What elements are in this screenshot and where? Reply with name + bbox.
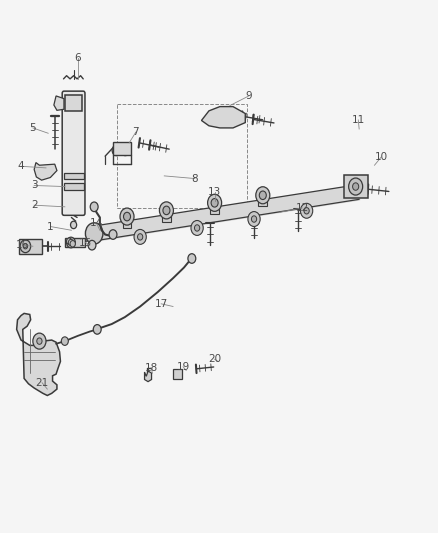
Circle shape — [138, 233, 143, 240]
Circle shape — [300, 203, 313, 218]
Text: 15: 15 — [79, 238, 92, 247]
Circle shape — [120, 208, 134, 225]
Polygon shape — [145, 371, 152, 382]
Circle shape — [248, 212, 260, 227]
Text: 7: 7 — [132, 127, 139, 137]
Circle shape — [211, 199, 218, 207]
Circle shape — [124, 212, 131, 221]
Circle shape — [61, 337, 68, 345]
Bar — [117, 104, 247, 208]
Circle shape — [121, 145, 130, 156]
Polygon shape — [17, 313, 60, 395]
Bar — [173, 369, 182, 379]
Circle shape — [37, 338, 42, 344]
Circle shape — [93, 325, 101, 334]
Text: 11: 11 — [352, 115, 365, 125]
Bar — [344, 175, 368, 198]
Bar — [113, 142, 131, 155]
Circle shape — [85, 223, 103, 244]
Text: 18: 18 — [145, 363, 158, 373]
Text: 21: 21 — [35, 378, 49, 387]
Text: 12: 12 — [296, 203, 309, 213]
Text: 17: 17 — [155, 299, 168, 309]
Circle shape — [67, 237, 75, 248]
Text: 2: 2 — [31, 200, 38, 210]
Bar — [64, 173, 84, 179]
Text: 13: 13 — [208, 187, 221, 197]
Text: 19: 19 — [177, 362, 190, 372]
Circle shape — [20, 240, 31, 253]
Bar — [64, 183, 84, 190]
Bar — [66, 238, 85, 247]
Text: 20: 20 — [208, 354, 221, 364]
FancyBboxPatch shape — [62, 91, 85, 215]
Polygon shape — [34, 163, 57, 180]
Text: 9: 9 — [245, 91, 252, 101]
Circle shape — [304, 207, 309, 214]
Circle shape — [191, 221, 203, 236]
Polygon shape — [201, 107, 245, 128]
Circle shape — [251, 216, 257, 222]
Bar — [19, 239, 42, 254]
Bar — [162, 214, 171, 222]
Circle shape — [124, 148, 127, 152]
Text: 6: 6 — [74, 53, 81, 62]
Text: 8: 8 — [191, 174, 198, 183]
Circle shape — [353, 183, 359, 190]
Circle shape — [194, 225, 200, 231]
Circle shape — [213, 116, 218, 122]
Circle shape — [210, 112, 221, 125]
Circle shape — [88, 240, 96, 250]
Circle shape — [208, 195, 222, 212]
Polygon shape — [54, 96, 64, 110]
Circle shape — [23, 244, 28, 249]
Circle shape — [33, 333, 46, 349]
Circle shape — [259, 191, 266, 199]
Text: 1: 1 — [47, 222, 54, 231]
Circle shape — [71, 221, 77, 229]
Circle shape — [159, 202, 173, 219]
Circle shape — [349, 178, 363, 195]
Bar — [258, 199, 267, 206]
Bar — [123, 220, 131, 228]
Text: 10: 10 — [374, 152, 388, 162]
Circle shape — [109, 230, 117, 239]
Circle shape — [112, 145, 121, 156]
Text: 3: 3 — [31, 181, 38, 190]
Circle shape — [163, 206, 170, 215]
Circle shape — [228, 114, 237, 124]
Circle shape — [67, 238, 72, 245]
Circle shape — [134, 229, 146, 244]
Circle shape — [115, 148, 118, 152]
Text: 16: 16 — [16, 240, 29, 250]
Circle shape — [70, 240, 75, 247]
Circle shape — [68, 239, 74, 246]
Circle shape — [90, 202, 98, 212]
Circle shape — [188, 254, 196, 263]
Text: 14: 14 — [90, 218, 103, 228]
Bar — [210, 207, 219, 214]
Bar — [65, 95, 82, 111]
Circle shape — [256, 187, 270, 204]
Text: 4: 4 — [18, 161, 25, 171]
Text: 5: 5 — [29, 123, 36, 133]
